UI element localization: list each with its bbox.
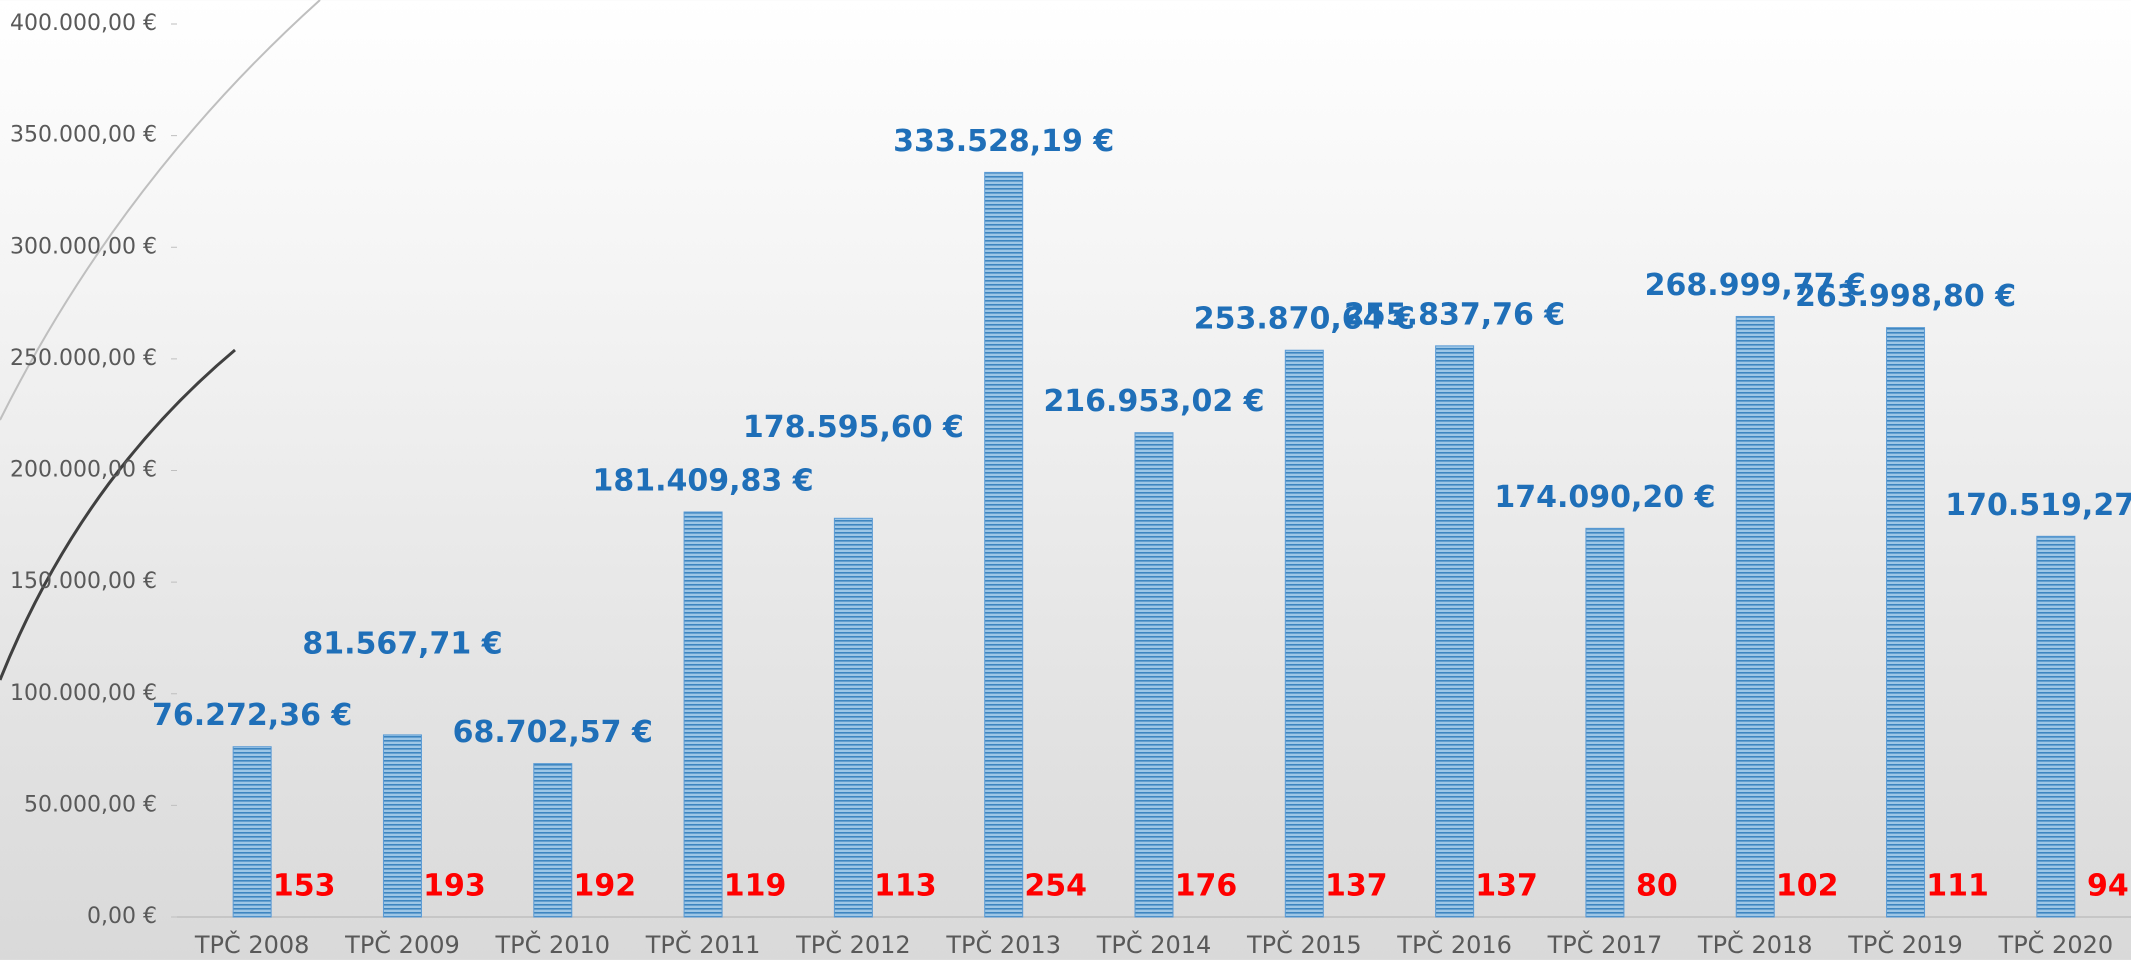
count-label: 119: [724, 869, 787, 904]
bar: [1886, 327, 1926, 918]
count-label: 176: [1175, 869, 1238, 904]
x-tick-label: TPČ 2011: [645, 929, 761, 959]
bar: [1735, 315, 1775, 918]
y-tick-label: 250.000,00 €: [10, 346, 157, 371]
bar: [833, 517, 873, 918]
bar: [1585, 527, 1625, 918]
value-label: 170.519,27 €: [1945, 488, 2131, 523]
y-tick-label: 200.000,00 €: [10, 458, 157, 483]
x-tick-label: TPČ 2014: [1096, 929, 1212, 959]
bar: [232, 746, 272, 918]
value-label: 76.272,36 €: [152, 698, 352, 733]
value-label: 174.090,20 €: [1494, 480, 1715, 515]
decor-arc: [0, 348, 236, 681]
value-label: 216.953,02 €: [1043, 384, 1264, 419]
bar: [1284, 349, 1324, 918]
count-label: 193: [423, 869, 486, 904]
count-label: 80: [1636, 869, 1678, 904]
count-label: 102: [1776, 869, 1839, 904]
decor-arc: [0, 0, 321, 421]
count-label: 113: [874, 869, 937, 904]
value-label: 178.595,60 €: [743, 410, 964, 445]
y-tick-label: 0,00 €: [87, 904, 157, 929]
y-tick-label: 350.000,00 €: [10, 123, 157, 148]
y-tick-label: 50.000,00 €: [24, 792, 157, 817]
bar: [382, 734, 422, 918]
count-label: 111: [1926, 869, 1989, 904]
value-label: 68.702,57 €: [453, 715, 653, 750]
bar: [1134, 432, 1174, 918]
x-tick-label: TPČ 2019: [1847, 929, 1963, 959]
x-tick-label: TPČ 2018: [1697, 929, 1813, 959]
bar: [984, 171, 1024, 918]
count-label: 94: [2087, 869, 2129, 904]
x-tick-label: TPČ 2017: [1547, 929, 1663, 959]
bar: [683, 511, 723, 918]
y-tick-label: 100.000,00 €: [10, 681, 157, 706]
count-label: 192: [573, 869, 636, 904]
value-label: 263.998,80 €: [1795, 279, 2016, 314]
value-label: 253.870,64 €: [1194, 302, 1415, 337]
value-label: 268.999,77 €: [1645, 268, 1866, 303]
count-label: 254: [1024, 869, 1087, 904]
x-tick-label: TPČ 2016: [1396, 929, 1512, 959]
x-tick-label: TPČ 2012: [795, 929, 911, 959]
y-tick-label: 150.000,00 €: [10, 569, 157, 594]
x-tick-label: TPČ 2009: [344, 929, 460, 959]
count-label: 153: [273, 869, 336, 904]
bar: [2036, 535, 2076, 918]
value-label: 181.409,83 €: [593, 464, 814, 499]
y-tick-label: 300.000,00 €: [10, 234, 157, 259]
x-tick-label: TPČ 2013: [945, 929, 1061, 959]
y-tick-label: 400.000,00 €: [10, 11, 157, 36]
count-label: 137: [1475, 869, 1538, 904]
value-label: 255.837,76 €: [1344, 297, 1565, 332]
bar: [533, 763, 573, 918]
bar: [1435, 345, 1475, 918]
x-tick-label: TPČ 2015: [1246, 929, 1362, 959]
x-tick-label: TPČ 2008: [194, 929, 310, 959]
x-tick-label: TPČ 2010: [494, 929, 610, 959]
count-label: 137: [1325, 869, 1388, 904]
value-label: 333.528,19 €: [893, 124, 1114, 159]
x-tick-label: TPČ 2020: [1998, 929, 2114, 959]
value-label: 81.567,71 €: [302, 626, 502, 661]
